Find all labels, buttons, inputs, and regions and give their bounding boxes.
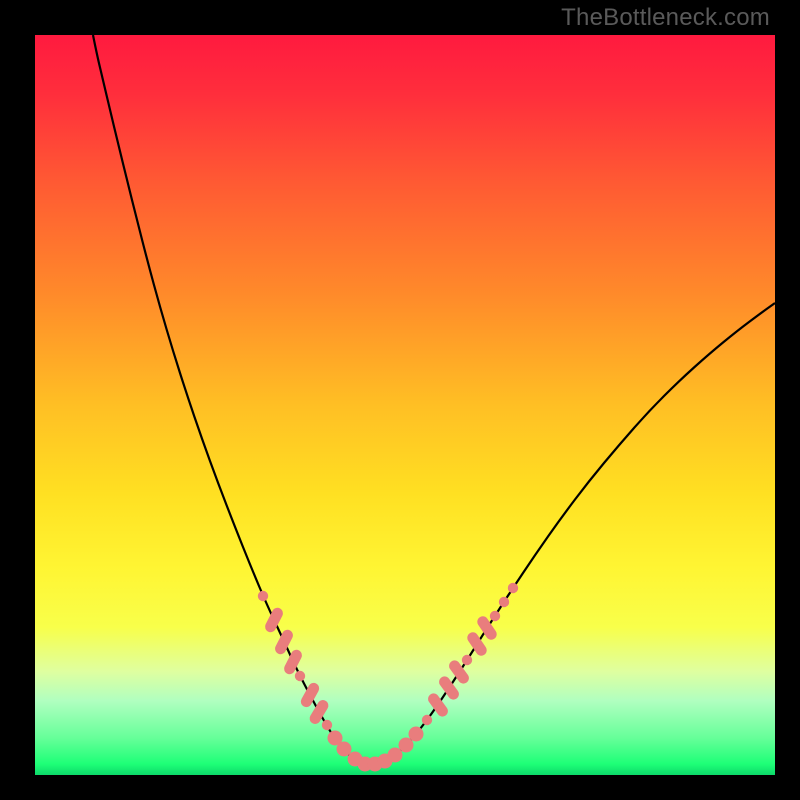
marker-dot (295, 671, 305, 681)
curve-right-branch (367, 303, 775, 764)
marker-dot (499, 597, 509, 607)
curve-left-branch (93, 35, 367, 764)
marker-dot (508, 583, 518, 593)
marker-capsule (263, 606, 285, 634)
marker-dot (409, 727, 424, 742)
chart-svg (35, 35, 775, 775)
plot-area (35, 35, 775, 775)
marker-capsule (273, 628, 295, 656)
marker-dot (258, 591, 268, 601)
watermark-text: TheBottleneck.com (561, 4, 770, 32)
marker-dot (462, 655, 472, 665)
marker-dot (422, 715, 432, 725)
marker-dot (322, 720, 332, 730)
marker-dot (490, 611, 500, 621)
